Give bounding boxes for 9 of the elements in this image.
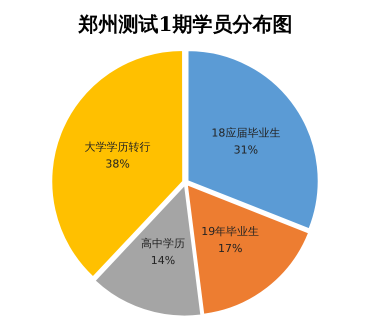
slice-label: 19年毕业生 bbox=[201, 225, 260, 238]
chart-title: 郑州测试1期学员分布图 bbox=[78, 12, 292, 36]
data-label: 38% bbox=[105, 157, 130, 170]
data-label: 31% bbox=[234, 143, 258, 156]
data-label: 14% bbox=[150, 254, 176, 267]
slice-label: 高中学历 bbox=[140, 236, 185, 250]
slice-label: 18应届毕业生 bbox=[211, 126, 280, 140]
data-label: 17% bbox=[218, 242, 242, 256]
slice-label: 大学学历转行 bbox=[84, 140, 151, 154]
